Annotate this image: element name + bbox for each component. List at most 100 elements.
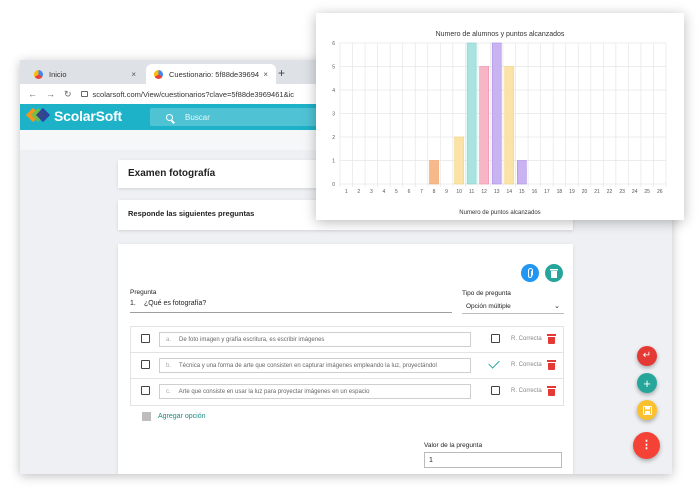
trash-icon[interactable] xyxy=(547,386,556,396)
trash-icon[interactable] xyxy=(547,360,556,370)
x-tick-label: 20 xyxy=(582,189,588,195)
bar-14[interactable] xyxy=(504,66,515,185)
correct-answer-label: R. Correcta xyxy=(511,362,542,368)
add-question-fab[interactable]: + xyxy=(637,373,657,393)
x-tick-label: 3 xyxy=(370,189,373,195)
option-text: Técnica y una forma de arte que consiste… xyxy=(179,362,437,369)
site-favicon-icon xyxy=(34,69,43,79)
chart-grid xyxy=(339,42,667,187)
bar-12[interactable] xyxy=(479,66,490,185)
option-select-checkbox[interactable] xyxy=(141,334,150,343)
x-tick-label: 26 xyxy=(657,189,663,195)
bar-8[interactable] xyxy=(429,160,439,185)
option-select-checkbox[interactable] xyxy=(141,386,150,395)
x-tick-label: 21 xyxy=(594,189,600,195)
option-letter: b. xyxy=(166,362,172,369)
back-arrow-icon[interactable]: ← xyxy=(28,89,37,99)
lock-icon[interactable] xyxy=(80,91,88,97)
option-text: Arte que consiste en usar la luz para pr… xyxy=(178,388,370,395)
x-tick-label: 10 xyxy=(456,189,462,195)
search-box[interactable]: Buscar xyxy=(150,108,320,126)
option-text: De foto imagen y grafía escritura, es es… xyxy=(179,336,325,343)
option-row-b: b. Técnica y una forma de arte que consi… xyxy=(131,353,563,379)
option-text-input[interactable]: a. De foto imagen y grafía escritura, es… xyxy=(159,332,471,347)
y-tick-label: 1 xyxy=(332,159,335,165)
correct-answer-checkbox[interactable] xyxy=(491,334,500,343)
url-field[interactable]: scolarsoft.com/View/cuestionarios?clave=… xyxy=(92,89,294,99)
question-type-select[interactable]: Opción múltiple ⌄ xyxy=(462,299,564,314)
x-tick-label: 22 xyxy=(607,189,613,195)
more-options-fab[interactable]: ⋮ xyxy=(633,432,660,459)
option-select-checkbox[interactable] xyxy=(141,360,150,369)
trash-icon xyxy=(550,269,558,278)
attach-button[interactable] xyxy=(521,264,539,282)
x-tick-label: 9 xyxy=(445,189,448,195)
site-favicon-icon xyxy=(154,69,163,79)
x-tick-label: 14 xyxy=(506,189,512,195)
add-option-box-icon xyxy=(142,412,151,421)
y-tick-label: 3 xyxy=(332,112,335,118)
correct-check-icon[interactable] xyxy=(488,357,500,369)
x-tick-label: 24 xyxy=(632,189,638,195)
y-tick-label: 4 xyxy=(332,88,335,94)
x-tick-label: 6 xyxy=(408,189,411,195)
x-tick-label: 15 xyxy=(519,189,525,195)
question-type-value: Opción múltiple xyxy=(466,302,511,310)
question-value-input[interactable]: 1 xyxy=(424,452,562,468)
exam-title[interactable]: Examen fotografía xyxy=(128,168,216,179)
save-fab[interactable] xyxy=(637,400,657,420)
trash-icon[interactable] xyxy=(547,334,556,344)
bar-13[interactable] xyxy=(491,42,502,185)
forward-arrow-icon[interactable]: → xyxy=(46,89,55,99)
new-tab-button[interactable]: + xyxy=(278,66,286,80)
logo-mark-icon xyxy=(25,107,51,124)
x-tick-label: 12 xyxy=(481,189,487,195)
y-tick-label: 0 xyxy=(332,182,335,188)
options-table: a. De foto imagen y grafía escritura, es… xyxy=(130,326,564,406)
search-placeholder: Buscar xyxy=(185,112,210,122)
exam-instructions[interactable]: Responde las siguientes preguntas xyxy=(128,209,255,218)
question-text-input[interactable]: ¿Qué es fotografía? xyxy=(144,300,207,307)
bar-15[interactable] xyxy=(516,160,527,185)
reload-icon[interactable]: ↻ xyxy=(64,88,72,99)
correct-answer-label: R. Correcta xyxy=(511,336,542,342)
option-letter: c. xyxy=(166,388,171,395)
question-value: 1 xyxy=(429,456,433,464)
y-tick-label: 6 xyxy=(332,41,335,47)
option-text-input[interactable]: b. Técnica y una forma de arte que consi… xyxy=(159,358,471,373)
paperclip-icon xyxy=(528,267,533,278)
tab-label: Inicio xyxy=(49,69,67,79)
chart-bars xyxy=(429,42,527,185)
undo-fab[interactable]: ↵ xyxy=(637,346,657,366)
x-tick-label: 7 xyxy=(420,189,423,195)
question-underline xyxy=(130,312,452,313)
question-card: Pregunta 1. ¿Qué es fotografía? Tipo de … xyxy=(118,244,573,474)
option-row-a: a. De foto imagen y grafía escritura, es… xyxy=(131,327,563,353)
chevron-down-icon: ⌄ xyxy=(554,303,560,310)
question-number: 1. xyxy=(130,300,136,307)
save-icon xyxy=(642,405,652,415)
question-value-label: Valor de la pregunta xyxy=(424,442,483,449)
add-option-button[interactable]: Agregar opción xyxy=(142,412,205,421)
x-tick-label: 25 xyxy=(644,189,650,195)
tab-close-icon[interactable]: × xyxy=(131,69,136,79)
x-tick-label: 1 xyxy=(345,189,348,195)
tab-label: Cuestionario: 5f88de3969461 xyxy=(169,69,260,79)
tab-cuestionario[interactable]: Cuestionario: 5f88de3969461 × xyxy=(146,64,276,84)
more-vert-icon: ⋮ xyxy=(641,439,652,451)
question-type-label: Tipo de pregunta xyxy=(462,290,511,297)
logo-text: ScolarSoft xyxy=(54,108,123,124)
x-tick-label: 17 xyxy=(544,189,550,195)
tab-close-icon[interactable]: × xyxy=(263,69,268,79)
bar-10[interactable] xyxy=(454,136,464,185)
tab-inicio[interactable]: Inicio × xyxy=(26,64,144,84)
delete-question-button[interactable] xyxy=(545,264,563,282)
correct-answer-checkbox[interactable] xyxy=(491,386,500,395)
scolarsoft-logo[interactable]: ScolarSoft xyxy=(25,107,123,124)
option-row-c: c. Arte que consiste en usar la luz para… xyxy=(131,379,563,405)
bar-11[interactable] xyxy=(466,42,477,185)
option-text-input[interactable]: c. Arte que consiste en usar la luz para… xyxy=(159,384,471,399)
plus-icon: + xyxy=(643,375,651,391)
x-tick-label: 11 xyxy=(469,189,474,195)
